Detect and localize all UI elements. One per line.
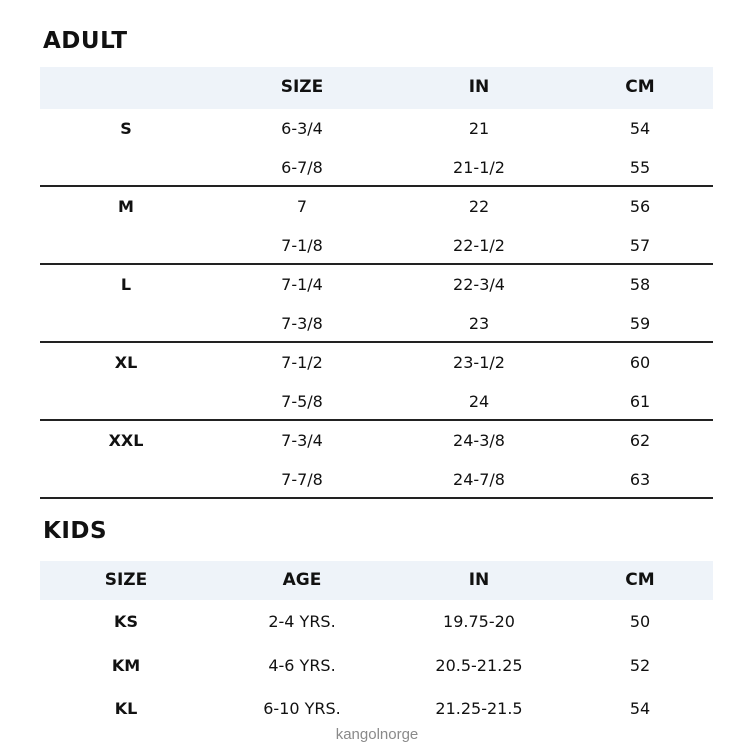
table-cell: 54 [629, 119, 651, 138]
table-cell: 6-7/8 [281, 158, 323, 177]
table-cell: 21 [468, 119, 490, 138]
table-cell: 21-1/2 [453, 158, 505, 177]
size-label: KL [114, 699, 138, 718]
table-cell: 24 [468, 392, 490, 411]
table-cell: 7-5/8 [281, 392, 323, 411]
table-cell: 58 [629, 275, 651, 294]
table-cell: 4-6 YRS. [268, 655, 336, 675]
table-cell: 24-7/8 [453, 470, 505, 489]
size-label: M [118, 197, 134, 216]
group-divider [40, 341, 713, 343]
column-header: CM [625, 570, 655, 590]
group-divider [40, 263, 713, 265]
table-cell: 22 [468, 197, 490, 216]
table-cell: 62 [629, 431, 651, 450]
table-cell: 59 [629, 314, 651, 333]
size-label: KS [114, 612, 138, 631]
size-label: XXL [108, 431, 144, 450]
table-header: SIZE AGE IN CM [40, 561, 713, 600]
column-header: CM [625, 77, 655, 97]
watermark: kangolnorge [335, 726, 419, 743]
column-header: AGE [282, 570, 322, 590]
table-cell: 50 [629, 612, 651, 631]
table-header: SIZE IN CM [40, 67, 713, 109]
size-label: XL [114, 353, 138, 372]
table-cell: 7-3/4 [281, 431, 323, 450]
adult-size-table: SIZE IN CM S 6-3/4 21 54 6-7/8 21-1/2 55 M 7 22 56 7-1… [40, 67, 713, 502]
table-cell: 22-3/4 [453, 275, 505, 294]
group-divider [40, 497, 713, 499]
table-cell: 22-1/2 [453, 236, 505, 255]
table-cell: 56 [629, 197, 651, 216]
column-header: IN [468, 570, 490, 590]
group-divider [40, 185, 713, 187]
group-divider [40, 419, 713, 421]
table-cell: 21.25-21.5 [435, 699, 523, 718]
table-cell: 61 [629, 392, 651, 411]
size-label: S [120, 119, 132, 138]
table-cell: 6-10 YRS. [263, 699, 341, 718]
table-cell: 19.75-20 [443, 612, 515, 631]
table-cell: 60 [629, 353, 651, 372]
table-cell: 23 [468, 314, 490, 333]
table-cell: 24-3/8 [453, 431, 505, 450]
table-cell: 7-3/8 [281, 314, 323, 333]
kids-title: KIDS [43, 518, 108, 544]
column-header: SIZE [104, 570, 148, 590]
table-cell: 57 [629, 236, 651, 255]
table-cell: 23-1/2 [453, 353, 505, 372]
column-header: SIZE [280, 77, 324, 97]
table-cell: 2-4 YRS. [268, 612, 336, 631]
column-header: IN [468, 77, 490, 97]
table-cell: 55 [629, 158, 651, 177]
table-cell: 7-1/8 [281, 236, 323, 255]
table-cell: 7-1/2 [281, 353, 323, 372]
size-label: KM [111, 655, 141, 675]
table-cell: 20.5-21.25 [435, 655, 523, 675]
table-cell: 6-3/4 [281, 119, 323, 138]
table-cell: 7-1/4 [281, 275, 323, 294]
kids-size-table: SIZE AGE IN CM KS 2-4 YRS. 19.75-20 50 KM 4-6 YRS… [40, 561, 713, 718]
table-cell: 54 [629, 699, 651, 718]
table-cell: 63 [629, 470, 651, 489]
size-label: L [120, 275, 132, 294]
table-cell: 52 [629, 655, 651, 675]
table-cell: 7-7/8 [281, 470, 323, 489]
adult-title: ADULT [43, 28, 128, 54]
table-cell: 7 [296, 197, 308, 216]
